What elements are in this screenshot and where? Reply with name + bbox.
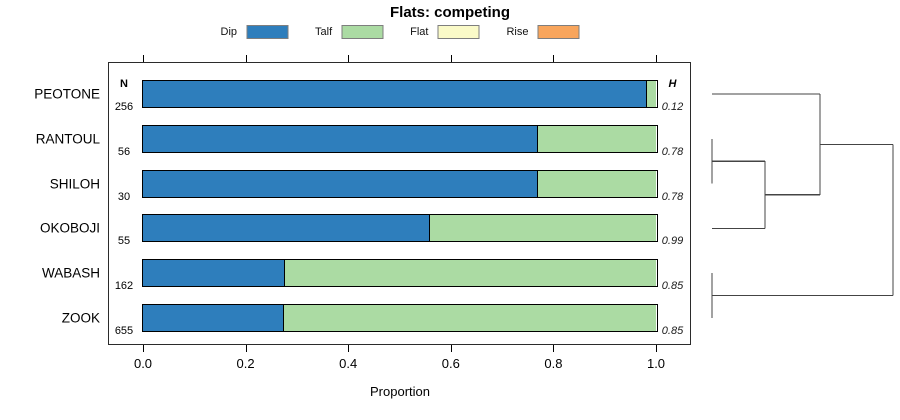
bar-zook	[141, 304, 658, 332]
h-value: 0.85	[661, 280, 684, 293]
category-label-peotone: PEOTONE	[34, 86, 100, 102]
legend-swatch-dip	[246, 25, 289, 39]
category-label-rantoul: RANTOUL	[35, 131, 100, 147]
x-axis-title: Proportion	[370, 384, 430, 399]
bar-wabash	[141, 259, 658, 288]
x-tick-bottom	[245, 345, 247, 352]
legend-label-flat: Flat	[410, 26, 429, 38]
bar-shiloh	[141, 169, 658, 198]
bar-segment-dip	[142, 81, 648, 107]
bar-segment-talf	[538, 125, 657, 152]
bar-segment-dip	[142, 125, 539, 152]
category-label-okoboji: OKOBOJI	[39, 220, 100, 236]
n-value: 162	[114, 280, 134, 293]
bar-segment-dip	[142, 170, 539, 197]
bar-segment-dip	[142, 305, 284, 331]
x-tick-bottom	[450, 345, 452, 352]
legend-item-dip: Dip	[221, 25, 289, 39]
bar-segment-dip	[142, 260, 286, 287]
bar-rantoul	[141, 124, 658, 153]
x-tick-bottom	[656, 345, 657, 352]
x-tick-top	[553, 55, 555, 62]
legend-swatch-flat	[437, 25, 480, 39]
x-tick-top	[143, 55, 144, 62]
bar-segment-talf	[430, 215, 657, 242]
legend-label-rise: Rise	[506, 26, 529, 38]
category-label-wabash: WABASH	[41, 265, 100, 281]
bar-segment-dip	[142, 215, 431, 242]
h-column-header: H	[668, 78, 677, 90]
bar-segment-talf	[647, 81, 657, 107]
bar-okoboji	[141, 214, 658, 243]
x-tick-label: 0.4	[339, 356, 358, 371]
x-tick-bottom	[143, 345, 144, 352]
dendrogram-lines	[711, 93, 894, 318]
legend-swatch-rise	[537, 25, 580, 39]
x-tick-top	[245, 55, 247, 62]
n-column-header: N	[120, 78, 128, 90]
x-tick-bottom	[553, 345, 555, 352]
legend-label-dip: Dip	[220, 26, 238, 38]
legend-swatch-talf	[341, 25, 384, 39]
h-value: 0.85	[661, 325, 684, 337]
x-tick-label: 0.2	[236, 356, 255, 371]
x-tick-label: 0.8	[544, 356, 563, 371]
bar-peotone	[141, 80, 658, 108]
bar-segment-talf	[538, 170, 657, 197]
n-value: 56	[117, 145, 131, 158]
h-value: 0.12	[661, 101, 684, 113]
x-tick-label: 0.6	[441, 356, 460, 371]
legend: Dip Talf Flat Rise	[221, 25, 580, 39]
bar-segment-talf	[283, 305, 657, 331]
x-tick-top	[450, 55, 452, 62]
bar-segment-talf	[285, 260, 657, 287]
n-value: 30	[117, 190, 131, 203]
x-tick-bottom	[348, 345, 350, 352]
h-value: 0.78	[661, 145, 684, 158]
n-value: 655	[114, 325, 134, 337]
legend-label-talf: Talf	[315, 26, 333, 38]
category-label-shiloh: SHILOH	[49, 176, 100, 192]
h-value: 0.78	[661, 190, 684, 203]
h-value: 0.99	[661, 235, 684, 248]
x-tick-top	[656, 55, 657, 62]
legend-item-flat: Flat	[410, 25, 480, 39]
n-value: 256	[114, 101, 134, 113]
n-value: 55	[117, 235, 131, 248]
plot-area	[108, 62, 691, 345]
legend-item-rise: Rise	[506, 25, 580, 39]
x-tick-top	[348, 55, 350, 62]
x-tick-label: 1.0	[646, 356, 666, 371]
legend-item-talf: Talf	[315, 25, 384, 39]
category-label-zook: ZOOK	[61, 310, 100, 326]
chart-title: Flats: competing	[389, 4, 511, 21]
x-tick-label: 0.0	[133, 356, 153, 371]
